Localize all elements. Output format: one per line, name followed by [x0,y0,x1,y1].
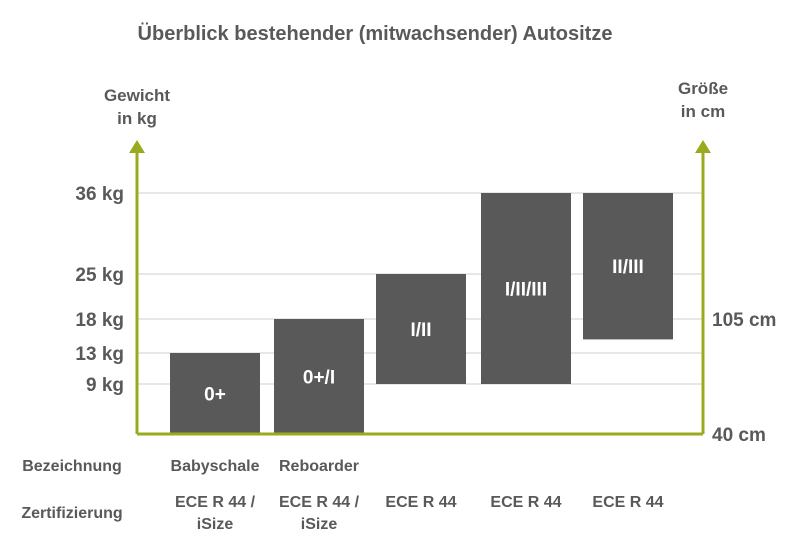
zertifizierung-cell: ECE R 44 [592,494,663,511]
bars: 0+ 0+/I I/II I/II/III II/III [170,193,673,434]
left-tick-label: 18 kg [75,310,124,331]
bar-label: II/III [612,257,644,278]
row-label-bezeichnung: Bezeichnung [22,458,122,475]
zertifizierung-cell: ECE R 44 / [175,494,256,511]
right-axis-label-line2: in cm [681,102,725,121]
bar-II-III [583,193,673,340]
right-tick-label: 40 cm [712,425,766,446]
axes [129,140,711,436]
bar-I-II [376,274,466,384]
left-axis-label-line1: Gewicht [104,86,170,105]
left-tick-label: 13 kg [75,344,124,365]
bar-label: I/II [410,320,431,341]
bar-label: 0+ [204,385,226,406]
right-axis-label-line1: Größe [678,79,728,98]
left-tick-label: 25 kg [75,265,124,286]
zertifizierung-cell: ECE R 44 [385,494,456,511]
bezeichnung-cell: Reboarder [279,458,359,475]
bar-0-I [274,319,364,434]
zertifizierung-cell: iSize [197,516,234,533]
zertifizierung-cell: iSize [301,516,338,533]
zertifizierung-cell: ECE R 44 / [279,494,360,511]
tick-labels: 36 kg 25 kg 18 kg 13 kg 9 kg 105 cm 40 cm [75,184,776,446]
bar-0- [170,353,260,434]
chart-title: Überblick bestehender (mitwachsender) Au… [138,22,613,45]
left-axis-label-line2: in kg [117,109,157,128]
bezeichnung-cell: Babyschale [171,458,260,475]
bar-label: I/II/III [505,280,547,301]
left-tick-label: 36 kg [75,184,124,205]
right-tick-label: 105 cm [712,310,776,331]
bar-label: 0+/I [303,368,335,389]
zertifizierung-cell: ECE R 44 [490,494,561,511]
category-table: Babyschale Reboarder ECE R 44 / iSize ECE R … [171,458,664,533]
row-label-zertifizierung: Zertifizierung [21,505,122,522]
left-axis-arrow-icon [129,140,145,153]
right-axis-arrow-icon [695,140,711,153]
bar-I-II-III [481,193,571,384]
left-tick-label: 9 kg [86,375,124,396]
